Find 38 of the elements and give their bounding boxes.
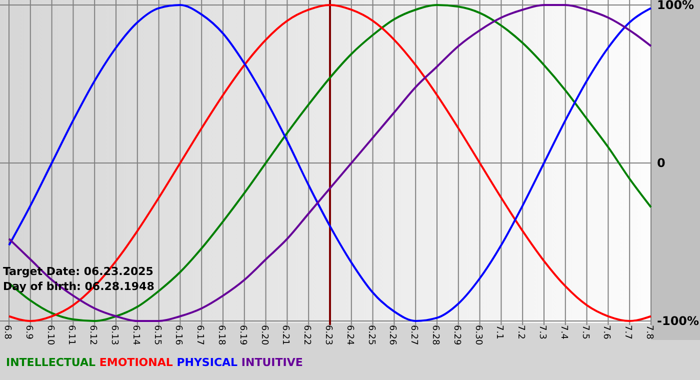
text: PHYSICAL: [176, 356, 242, 369]
x-tick-label: 6.19: [237, 325, 248, 346]
x-tick-label: 6.26: [387, 325, 398, 346]
x-tick-label: 6.28: [430, 325, 440, 346]
y-tick-label: 100%: [657, 0, 694, 12]
x-tick-label: 6.14: [130, 325, 140, 346]
x-tick-label: 7.4: [558, 325, 568, 340]
y-tick-label: -100%: [657, 314, 700, 328]
x-tick-label: 6.10: [44, 325, 55, 346]
x-tick-label: 6.15: [152, 325, 162, 346]
x-tick-label: 6.25: [366, 325, 376, 346]
x-tick-label: 7.7: [622, 325, 633, 340]
x-tick-label: 7.2: [516, 325, 526, 340]
x-tick-label: 6.22: [302, 325, 312, 346]
x-tick-label: 6.21: [280, 325, 290, 346]
x-tick-label: 6.9: [23, 325, 34, 340]
x-tick-label: 6.18: [216, 325, 226, 346]
x-tick-label: 7.1: [494, 325, 504, 340]
x-tick-label: 7.3: [537, 325, 547, 340]
x-tick-label: 6.20: [258, 325, 269, 346]
x-tick-label: 7.8: [644, 325, 654, 340]
x-tick-label: 6.23: [323, 325, 333, 346]
x-tick-label: 6.17: [194, 325, 205, 346]
x-tick-label: 6.13: [109, 325, 119, 346]
x-tick-label: 7.5: [580, 325, 590, 340]
y-tick-label: 0: [657, 156, 666, 170]
x-tick-label: 7.6: [601, 325, 612, 340]
x-tick-label: 6.30: [472, 325, 483, 346]
x-tick-label: 6.29: [451, 325, 462, 346]
x-tick-label: 6.12: [88, 325, 98, 346]
x-tick-label: 6.11: [66, 325, 76, 346]
x-tick-label: 6.24: [344, 325, 354, 346]
x-tick-label: 6.27: [408, 325, 419, 346]
text: INTELLECTUAL: [6, 356, 100, 369]
x-tick-label: 6.16: [173, 325, 184, 346]
x-tick-label: 6.8: [2, 325, 12, 340]
text: EMOTIONAL: [99, 356, 177, 369]
text: INTUITIVE: [241, 356, 303, 369]
